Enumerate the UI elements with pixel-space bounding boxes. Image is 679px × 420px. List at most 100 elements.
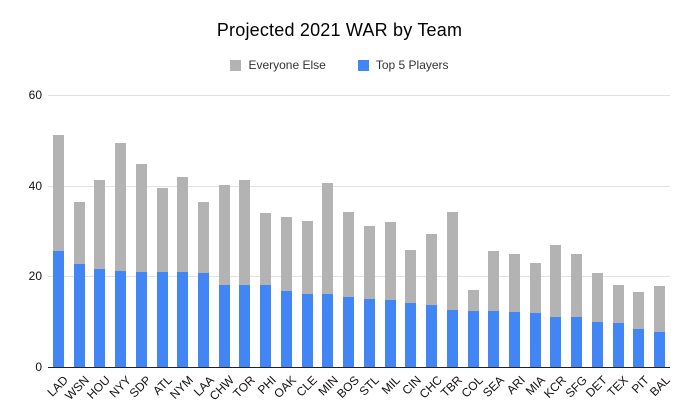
bar-sea bbox=[488, 251, 500, 367]
bar-tex bbox=[612, 284, 624, 367]
bar-segment-everyone-else-oak bbox=[280, 216, 292, 291]
bar-atl bbox=[156, 187, 168, 367]
bar-ari bbox=[509, 254, 521, 367]
bar-wsn bbox=[73, 202, 85, 367]
bar-oak bbox=[280, 216, 292, 367]
bar-slot-chc bbox=[421, 95, 442, 367]
bar-segment-everyone-else-ari bbox=[509, 254, 521, 313]
bar-segment-everyone-else-sdp bbox=[135, 163, 147, 272]
bar-segment-everyone-else-tor bbox=[239, 179, 251, 285]
bar-chc bbox=[426, 233, 438, 367]
legend-label-top5: Top 5 Players bbox=[375, 58, 449, 72]
bar-segment-everyone-else-stl bbox=[363, 226, 375, 300]
bar-segment-top5-bal bbox=[654, 331, 666, 367]
bar-slot-col bbox=[463, 95, 484, 367]
chart-title: Projected 2021 WAR by Team bbox=[216, 20, 463, 40]
bar-segment-top5-tor bbox=[239, 284, 251, 367]
bar-cin bbox=[405, 250, 417, 367]
bar-segment-everyone-else-min bbox=[322, 183, 334, 295]
gridline-60 bbox=[48, 95, 670, 96]
plot-area bbox=[48, 95, 670, 368]
bar-pit bbox=[633, 292, 645, 367]
bar-lad bbox=[52, 134, 64, 367]
bar-slot-bal bbox=[649, 95, 670, 367]
bar-slot-det bbox=[587, 95, 608, 367]
bar-segment-top5-cin bbox=[405, 302, 417, 367]
bar-segment-top5-oak bbox=[280, 290, 292, 367]
top5-players-swatch-icon bbox=[357, 59, 369, 71]
bar-segment-top5-col bbox=[467, 310, 479, 367]
bar-segment-everyone-else-cin bbox=[405, 250, 417, 303]
bar-segment-everyone-else-mia bbox=[529, 262, 541, 314]
bar-slot-cin bbox=[400, 95, 421, 367]
bar-segment-top5-hou bbox=[94, 269, 106, 367]
bar-segment-top5-sfg bbox=[571, 317, 583, 367]
bar-slot-min bbox=[318, 95, 339, 367]
y-axis-tick-label-20: 20 bbox=[28, 269, 42, 284]
y-axis-tick-label-60: 60 bbox=[28, 88, 42, 102]
bar-segment-everyone-else-atl bbox=[156, 187, 168, 273]
bar-mil bbox=[384, 222, 396, 367]
bar-slot-sea bbox=[483, 95, 504, 367]
bar-segment-top5-sdp bbox=[135, 271, 147, 367]
bar-segment-everyone-else-nyy bbox=[115, 142, 127, 271]
bar-slot-mil bbox=[380, 95, 401, 367]
bar-segment-everyone-else-sfg bbox=[571, 253, 583, 318]
bar-segment-top5-kcr bbox=[550, 316, 562, 367]
bar-tbr bbox=[446, 212, 458, 367]
y-axis-tick-label-40: 40 bbox=[28, 178, 42, 193]
bar-phi bbox=[260, 213, 272, 367]
legend-item-everyone-else: Everyone Else bbox=[230, 58, 326, 72]
bar-segment-everyone-else-laa bbox=[198, 202, 209, 273]
bar-segment-top5-bos bbox=[343, 297, 355, 367]
bar-segment-everyone-else-chw bbox=[218, 185, 230, 285]
gridline-40 bbox=[48, 185, 670, 187]
bar-segment-everyone-else-bos bbox=[343, 212, 355, 298]
bar-tor bbox=[239, 179, 251, 367]
bar-slot-bos bbox=[338, 95, 359, 367]
bar-segment-everyone-else-mil bbox=[384, 222, 396, 300]
legend-item-top5: Top 5 Players bbox=[357, 58, 449, 72]
bars-container bbox=[48, 95, 670, 367]
bar-min bbox=[322, 183, 334, 367]
bar-det bbox=[591, 272, 603, 367]
bar-segment-everyone-else-det bbox=[591, 272, 603, 323]
bar-segment-top5-atl bbox=[156, 272, 168, 367]
bar-segment-top5-cle bbox=[301, 294, 313, 367]
bar-slot-sdp bbox=[131, 95, 152, 367]
bar-segment-everyone-else-bal bbox=[654, 285, 666, 332]
bar-segment-everyone-else-cle bbox=[301, 221, 313, 295]
bar-segment-top5-min bbox=[322, 294, 334, 367]
bar-segment-top5-nyy bbox=[115, 270, 127, 367]
bar-slot-kcr bbox=[546, 95, 567, 367]
bar-nyy bbox=[115, 142, 127, 367]
bar-slot-hou bbox=[89, 95, 110, 367]
everyone-else-swatch-icon bbox=[230, 59, 242, 71]
bar-segment-everyone-else-tbr bbox=[446, 212, 458, 311]
bar-segment-top5-tbr bbox=[446, 310, 458, 367]
bar-mia bbox=[529, 262, 541, 367]
bar-segment-everyone-else-tex bbox=[612, 284, 624, 323]
bar-segment-top5-lad bbox=[52, 250, 64, 367]
bar-kcr bbox=[550, 245, 562, 367]
bar-segment-top5-nym bbox=[177, 272, 189, 367]
bar-segment-top5-mil bbox=[384, 299, 396, 367]
bar-slot-stl bbox=[359, 95, 380, 367]
bar-segment-everyone-else-sea bbox=[488, 251, 500, 312]
bar-segment-top5-stl bbox=[363, 299, 375, 367]
bar-segment-everyone-else-chc bbox=[426, 233, 438, 305]
bar-segment-everyone-else-nym bbox=[177, 176, 189, 273]
bar-sfg bbox=[571, 253, 583, 367]
bar-segment-everyone-else-lad bbox=[52, 134, 64, 251]
legend-label-everyone-else: Everyone Else bbox=[248, 58, 326, 72]
bar-segment-everyone-else-wsn bbox=[73, 202, 85, 265]
bar-nym bbox=[177, 176, 189, 367]
bar-cle bbox=[301, 221, 313, 367]
bar-slot-sfg bbox=[566, 95, 587, 367]
bar-laa bbox=[198, 202, 209, 367]
bar-segment-top5-wsn bbox=[73, 264, 85, 367]
bar-stl bbox=[363, 226, 375, 367]
bar-slot-cle bbox=[297, 95, 318, 367]
bar-segment-top5-chc bbox=[426, 304, 438, 367]
bar-slot-wsn bbox=[69, 95, 90, 367]
